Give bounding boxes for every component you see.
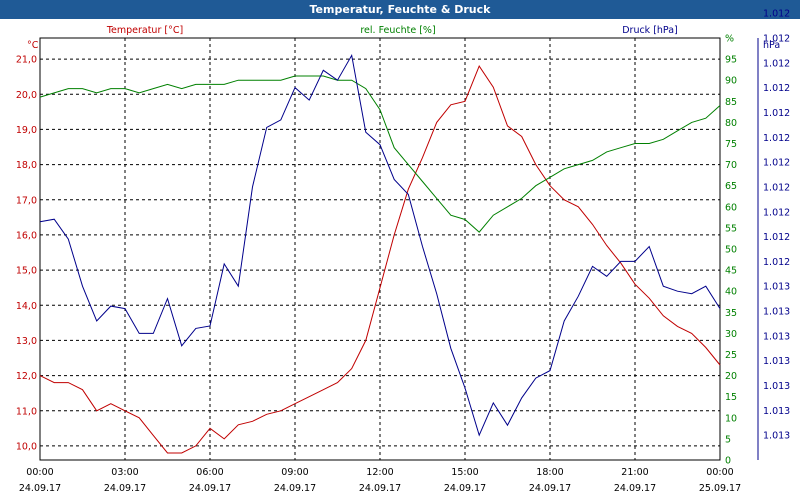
temperature-tick-label: 12,0 (16, 371, 37, 382)
humidity-tick-label: 80 (725, 118, 737, 129)
legend-entry: Druck [hPa] (622, 25, 678, 36)
pressure-tick-label: 1.012 (763, 83, 790, 94)
humidity-tick-label: 65 (725, 181, 737, 192)
temperature-tick-label: 21,0 (16, 55, 37, 66)
x-tick-time: 09:00 (281, 467, 308, 478)
x-tick-date: 24.09.17 (529, 483, 571, 494)
humidity-tick-label: 60 (725, 202, 737, 213)
x-tick-time: 03:00 (111, 467, 138, 478)
x-tick-date: 25.09.17 (699, 483, 741, 494)
plot-frame (39, 37, 759, 461)
humidity-tick-label: 15 (725, 392, 737, 403)
x-tick-time: 15:00 (451, 467, 478, 478)
legend: Temperatur [°C] rel. Feuchte [%] Druck [hP… (106, 25, 678, 36)
axis-labels: 00:00 24.09.17 03:00 24.09.17 06:00 24.09.17 0… (16, 9, 790, 494)
humidity-tick-label: 0 (725, 456, 731, 467)
pressure-tick-label: 1.013 (763, 331, 790, 342)
temperature-series-line (39, 65, 721, 454)
humidity-tick-label: 70 (725, 160, 737, 171)
temperature-tick-label: 19,0 (16, 125, 37, 136)
chart-series (39, 53, 721, 454)
window-title: Temperatur, Feuchte & Druck (309, 3, 491, 16)
temperature-unit-label: °C (27, 40, 39, 51)
humidity-tick-label: 35 (725, 308, 737, 319)
title-bar: Temperatur, Feuchte & Druck (0, 0, 800, 19)
humidity-tick-label: 50 (725, 245, 737, 256)
plot-border (39, 37, 721, 461)
x-tick-date: 24.09.17 (189, 483, 231, 494)
temperature-tick-label: 15,0 (16, 266, 37, 277)
pressure-tick-label: 1.013 (763, 406, 790, 417)
pressure-tick-label: 1.013 (763, 381, 790, 392)
pressure-tick-label: 1.013 (763, 431, 790, 442)
humidity-tick-label: 40 (725, 287, 737, 298)
humidity-tick-label: 75 (725, 139, 737, 150)
x-tick-time: 06:00 (196, 467, 223, 478)
x-tick-date: 24.09.17 (614, 483, 656, 494)
x-tick-date: 24.09.17 (19, 483, 61, 494)
temperature-tick-label: 17,0 (16, 195, 37, 206)
temperature-tick-label: 11,0 (16, 406, 37, 417)
pressure-tick-label: 1.012 (763, 9, 790, 20)
legend-entry: rel. Feuchte [%] (360, 25, 435, 36)
x-tick-time: 21:00 (621, 467, 648, 478)
pressure-tick-label: 1.012 (763, 158, 790, 169)
temperature-tick-label: 16,0 (16, 230, 37, 241)
pressure-tick-label: 1.013 (763, 356, 790, 367)
pressure-tick-label: 1.012 (763, 182, 790, 193)
humidity-tick-label: 5 (725, 434, 731, 445)
pressure-unit-label: hPa (763, 40, 780, 51)
pressure-tick-label: 1.012 (763, 108, 790, 119)
x-tick-time: 00:00 (706, 467, 733, 478)
temperature-tick-label: 18,0 (16, 160, 37, 171)
temperature-tick-label: 20,0 (16, 90, 37, 101)
temperature-tick-label: 13,0 (16, 336, 37, 347)
chart-grid (40, 38, 720, 460)
pressure-tick-label: 1.013 (763, 282, 790, 293)
x-tick-date: 24.09.17 (274, 483, 316, 494)
humidity-tick-label: 55 (725, 223, 737, 234)
pressure-tick-label: 1.012 (763, 34, 790, 45)
humidity-tick-label: 85 (725, 97, 737, 108)
humidity-tick-label: 25 (725, 350, 737, 361)
humidity-tick-label: 10 (725, 413, 737, 424)
pressure-tick-label: 1.012 (763, 207, 790, 218)
humidity-tick-label: 90 (725, 76, 737, 87)
pressure-tick-label: 1.012 (763, 58, 790, 69)
temperature-tick-label: 10,0 (16, 441, 37, 452)
legend-entry: Temperatur [°C] (106, 25, 183, 36)
pressure-series-line (39, 53, 721, 437)
pressure-tick-label: 1.013 (763, 307, 790, 318)
x-tick-time: 18:00 (536, 467, 563, 478)
pressure-tick-label: 1.012 (763, 257, 790, 268)
humidity-series-line (39, 75, 721, 233)
humidity-tick-label: % (725, 34, 734, 45)
x-tick-time: 12:00 (366, 467, 393, 478)
temperature-tick-label: 14,0 (16, 301, 37, 312)
humidity-tick-label: 95 (725, 55, 737, 66)
x-tick-date: 24.09.17 (104, 483, 146, 494)
x-tick-time: 00:00 (26, 467, 53, 478)
humidity-tick-label: 20 (725, 371, 737, 382)
pressure-tick-label: 1.012 (763, 133, 790, 144)
humidity-tick-label: 30 (725, 329, 737, 340)
x-tick-date: 24.09.17 (359, 483, 401, 494)
humidity-tick-label: 45 (725, 266, 737, 277)
pressure-tick-label: 1.012 (763, 232, 790, 243)
x-tick-date: 24.09.17 (444, 483, 486, 494)
